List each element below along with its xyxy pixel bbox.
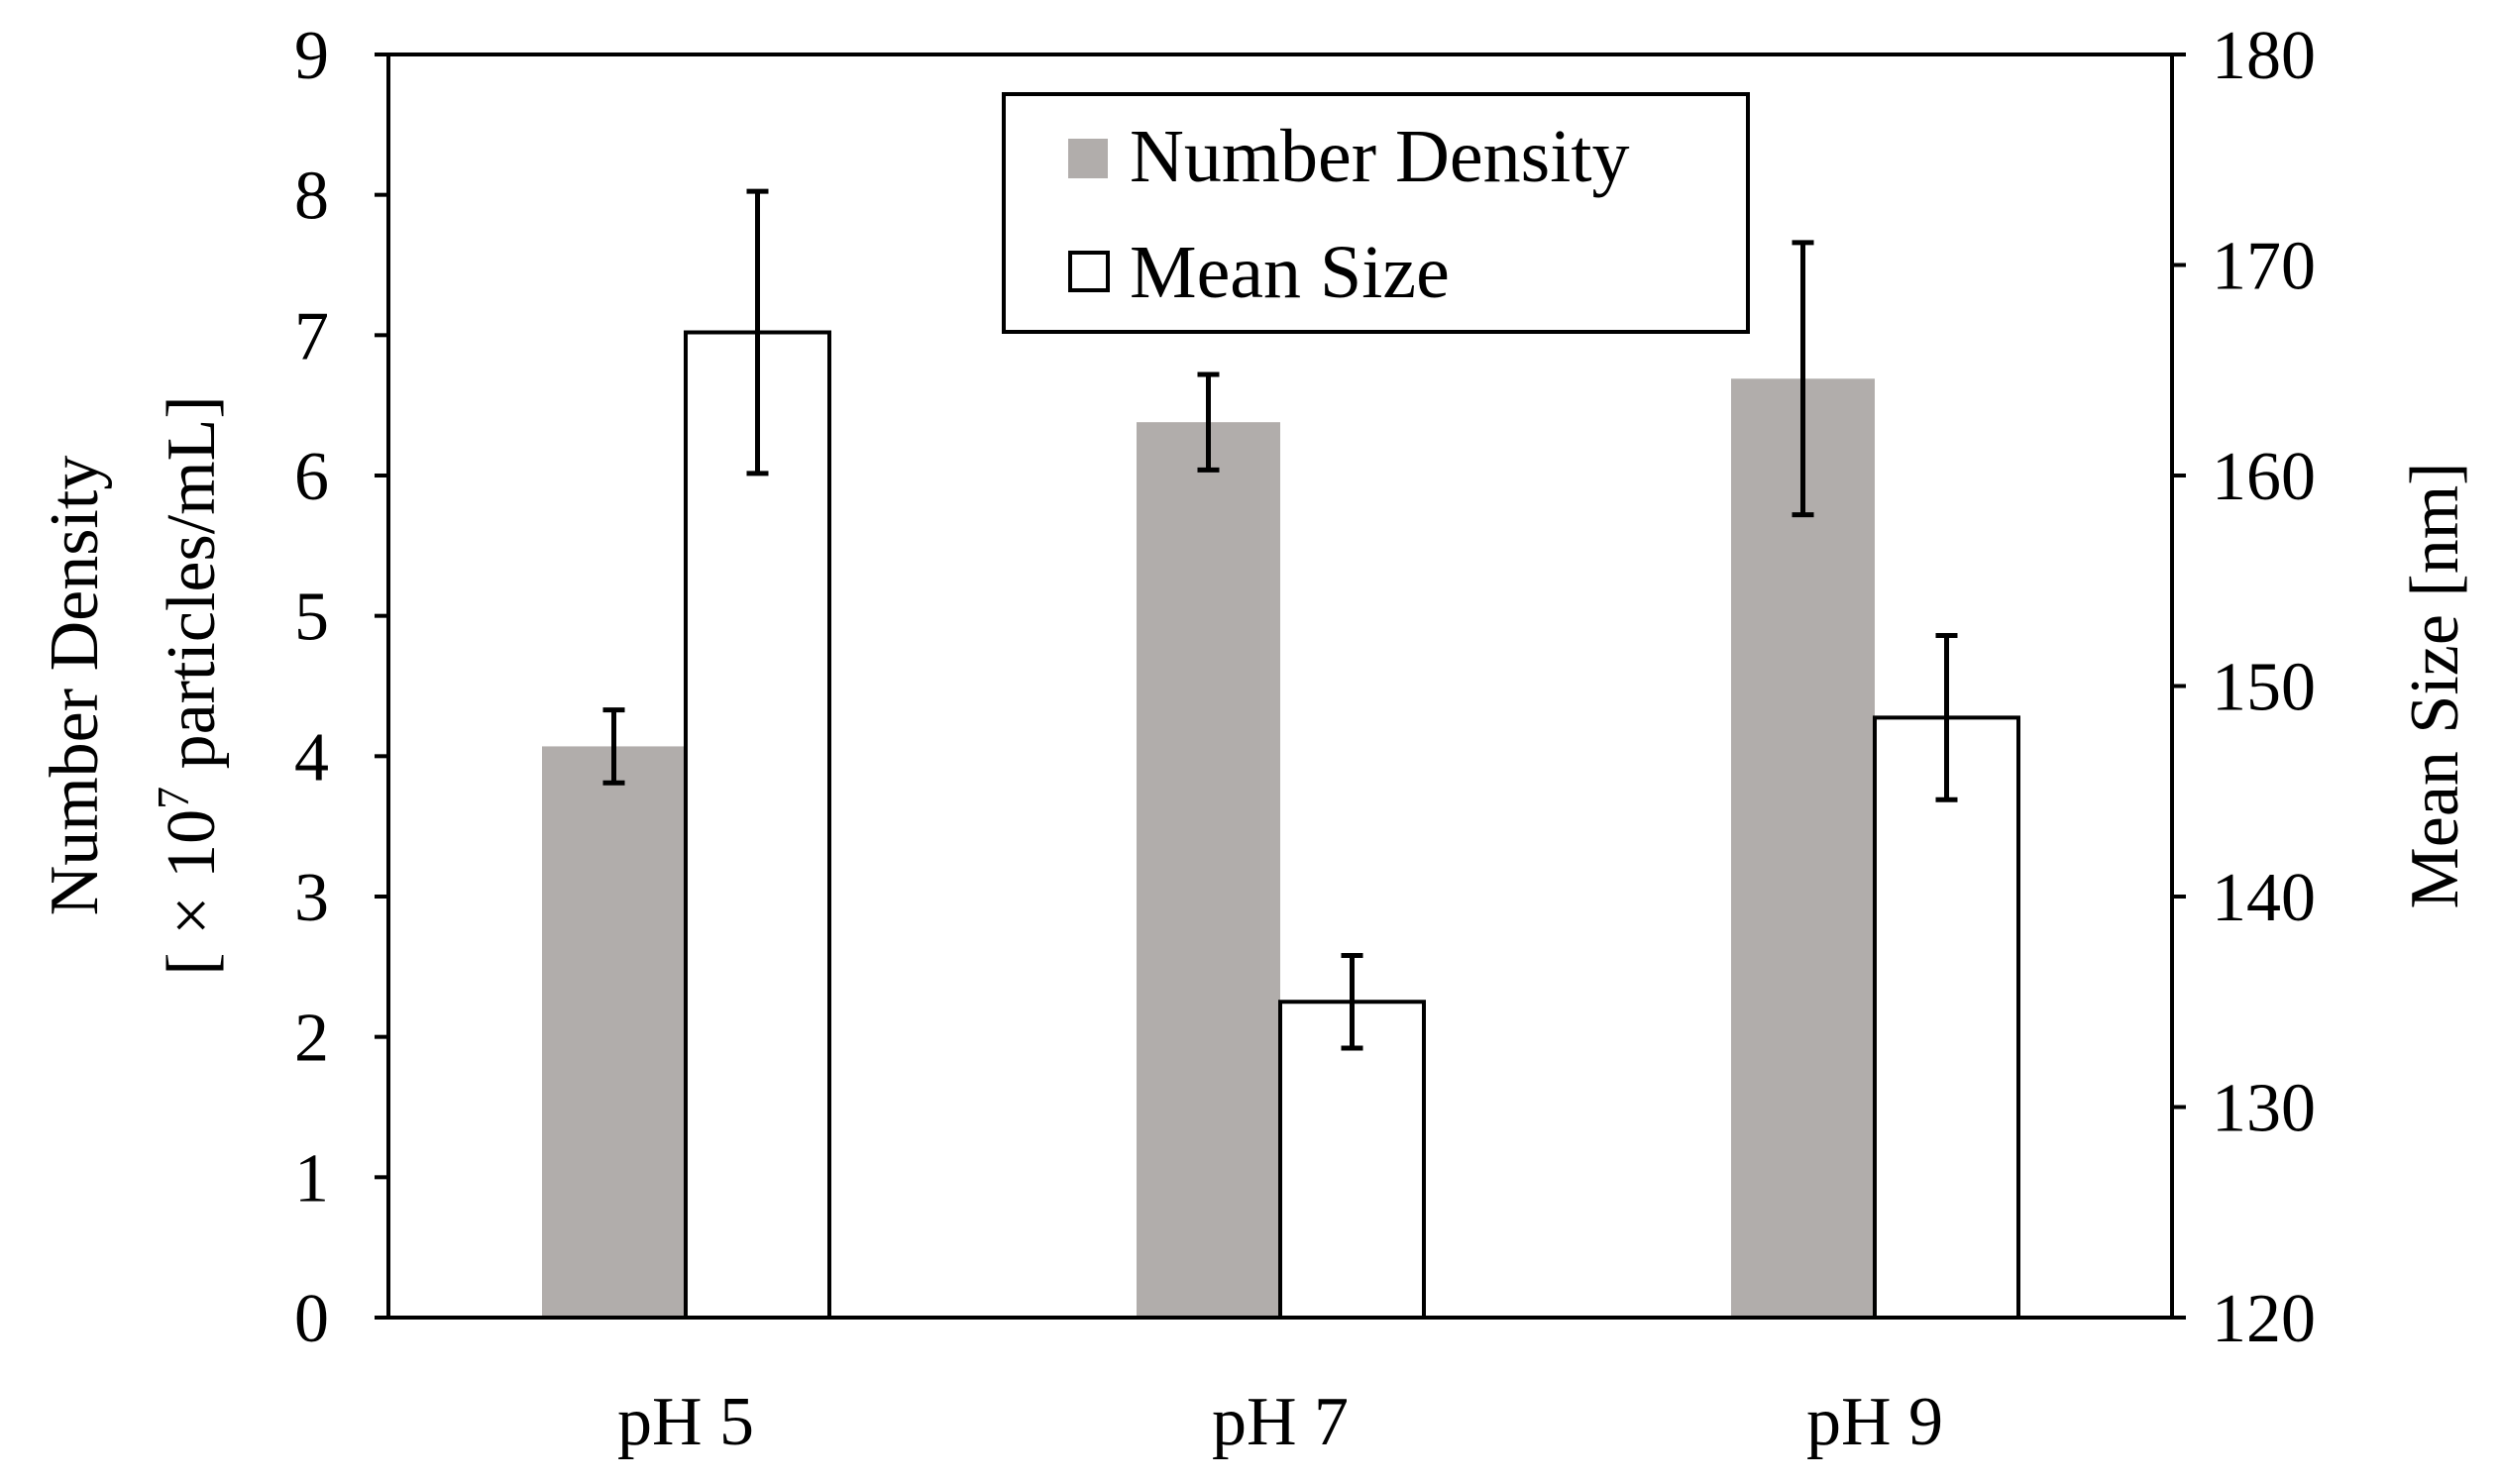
x-tick-label-ph-9: pH 9: [1806, 1384, 1943, 1460]
legend-swatch-number-density: [1068, 139, 1108, 178]
left-axis-ticks: 0 1 2 3 4 5 6 7 8 9: [294, 18, 388, 1357]
left-tick-label-5: 5: [294, 580, 329, 656]
right-tick-label-120: 120: [2212, 1281, 2316, 1357]
x-axis-tick-labels: pH 5 pH 7 pH 9: [617, 1384, 1943, 1460]
left-axis-title-line1: Number Density: [37, 456, 113, 916]
error-bars-layer: [602, 188, 1958, 1051]
bar-mean-size-ph-7: [1278, 1000, 1426, 1320]
right-tick-label-160: 160: [2212, 439, 2316, 515]
legend-swatch-mean-size: [1068, 251, 1110, 292]
left-tick-label-6: 6: [294, 439, 329, 515]
legend-label-mean-size: Mean Size: [1130, 231, 1450, 314]
right-tick-label-140: 140: [2212, 860, 2316, 936]
left-tick-label-3: 3: [294, 860, 329, 936]
right-axis-ticks: 120 130 140 150 160 170 180: [2172, 18, 2316, 1357]
left-tick-label-9: 9: [294, 18, 329, 94]
right-tick-label-130: 130: [2212, 1071, 2316, 1147]
bars-layer: [542, 330, 2020, 1320]
left-axis-title-line2: [ × 107 particles/mL]: [148, 395, 230, 975]
bar-mean-size-ph-5: [684, 330, 831, 1320]
bar-number-density-ph-9: [1731, 378, 1875, 1318]
x-tick-label-ph-5: pH 5: [617, 1384, 754, 1460]
left-tick-label-2: 2: [294, 1001, 329, 1077]
bar-number-density-ph-5: [542, 746, 686, 1318]
right-tick-label-180: 180: [2212, 18, 2316, 94]
left-tick-label-4: 4: [294, 719, 329, 795]
left-tick-label-8: 8: [294, 159, 329, 235]
bar-mean-size-ph-9: [1873, 715, 2020, 1320]
left-axis-title: Number Density [ × 107 particles/mL]: [37, 395, 230, 975]
left-tick-label-1: 1: [294, 1140, 329, 1217]
right-tick-label-150: 150: [2212, 650, 2316, 726]
right-tick-label-170: 170: [2212, 229, 2316, 305]
right-axis-title: Mean Size [nm]: [2397, 463, 2473, 909]
left-tick-label-0: 0: [294, 1281, 329, 1357]
legend: Number Density Mean Size: [1002, 92, 1750, 334]
right-axis-title-text: Mean Size [nm]: [2397, 463, 2473, 909]
bar-number-density-ph-7: [1137, 422, 1280, 1319]
legend-box: [1002, 92, 1750, 334]
x-tick-label-ph-7: pH 7: [1212, 1384, 1349, 1460]
left-tick-label-7: 7: [294, 298, 329, 374]
legend-label-number-density: Number Density: [1130, 115, 1629, 198]
